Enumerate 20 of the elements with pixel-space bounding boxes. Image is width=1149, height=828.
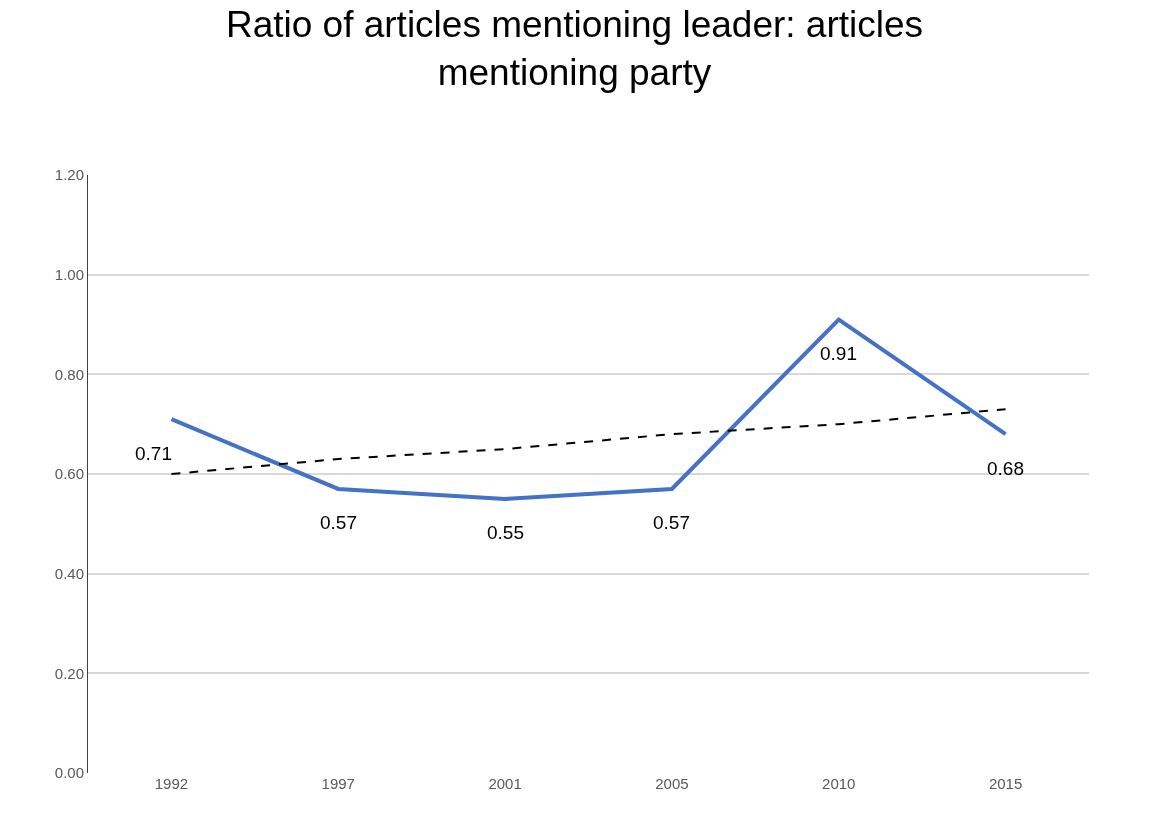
x-tick-label: 2001 xyxy=(488,775,522,792)
x-tick-label: 2015 xyxy=(988,775,1023,792)
x-tick-label: 1997 xyxy=(321,775,355,792)
data-label: 0.71 xyxy=(135,443,172,464)
data-label: 0.68 xyxy=(987,458,1024,479)
x-tick-label: 1992 xyxy=(154,775,189,792)
y-tick-label: 1.00 xyxy=(54,265,84,283)
y-tick-label: 0.60 xyxy=(54,465,84,483)
y-tick-label: 0.40 xyxy=(54,564,84,582)
data-label: 0.57 xyxy=(653,512,690,533)
data-label: 0.91 xyxy=(820,343,857,364)
y-tick-label: 1.20 xyxy=(54,166,84,184)
data-label: 0.57 xyxy=(320,512,357,533)
chart-title: Ratio of articles mentioning leader: articles mentioning party xyxy=(225,4,924,94)
y-tick-label: 0.00 xyxy=(54,764,84,782)
x-tick-label: 2005 xyxy=(655,775,689,792)
data-label: 0.55 xyxy=(487,522,524,543)
y-tick-label: 0.80 xyxy=(54,365,84,383)
y-tick-label: 0.20 xyxy=(54,664,84,682)
x-tick-label: 2010 xyxy=(822,775,856,792)
